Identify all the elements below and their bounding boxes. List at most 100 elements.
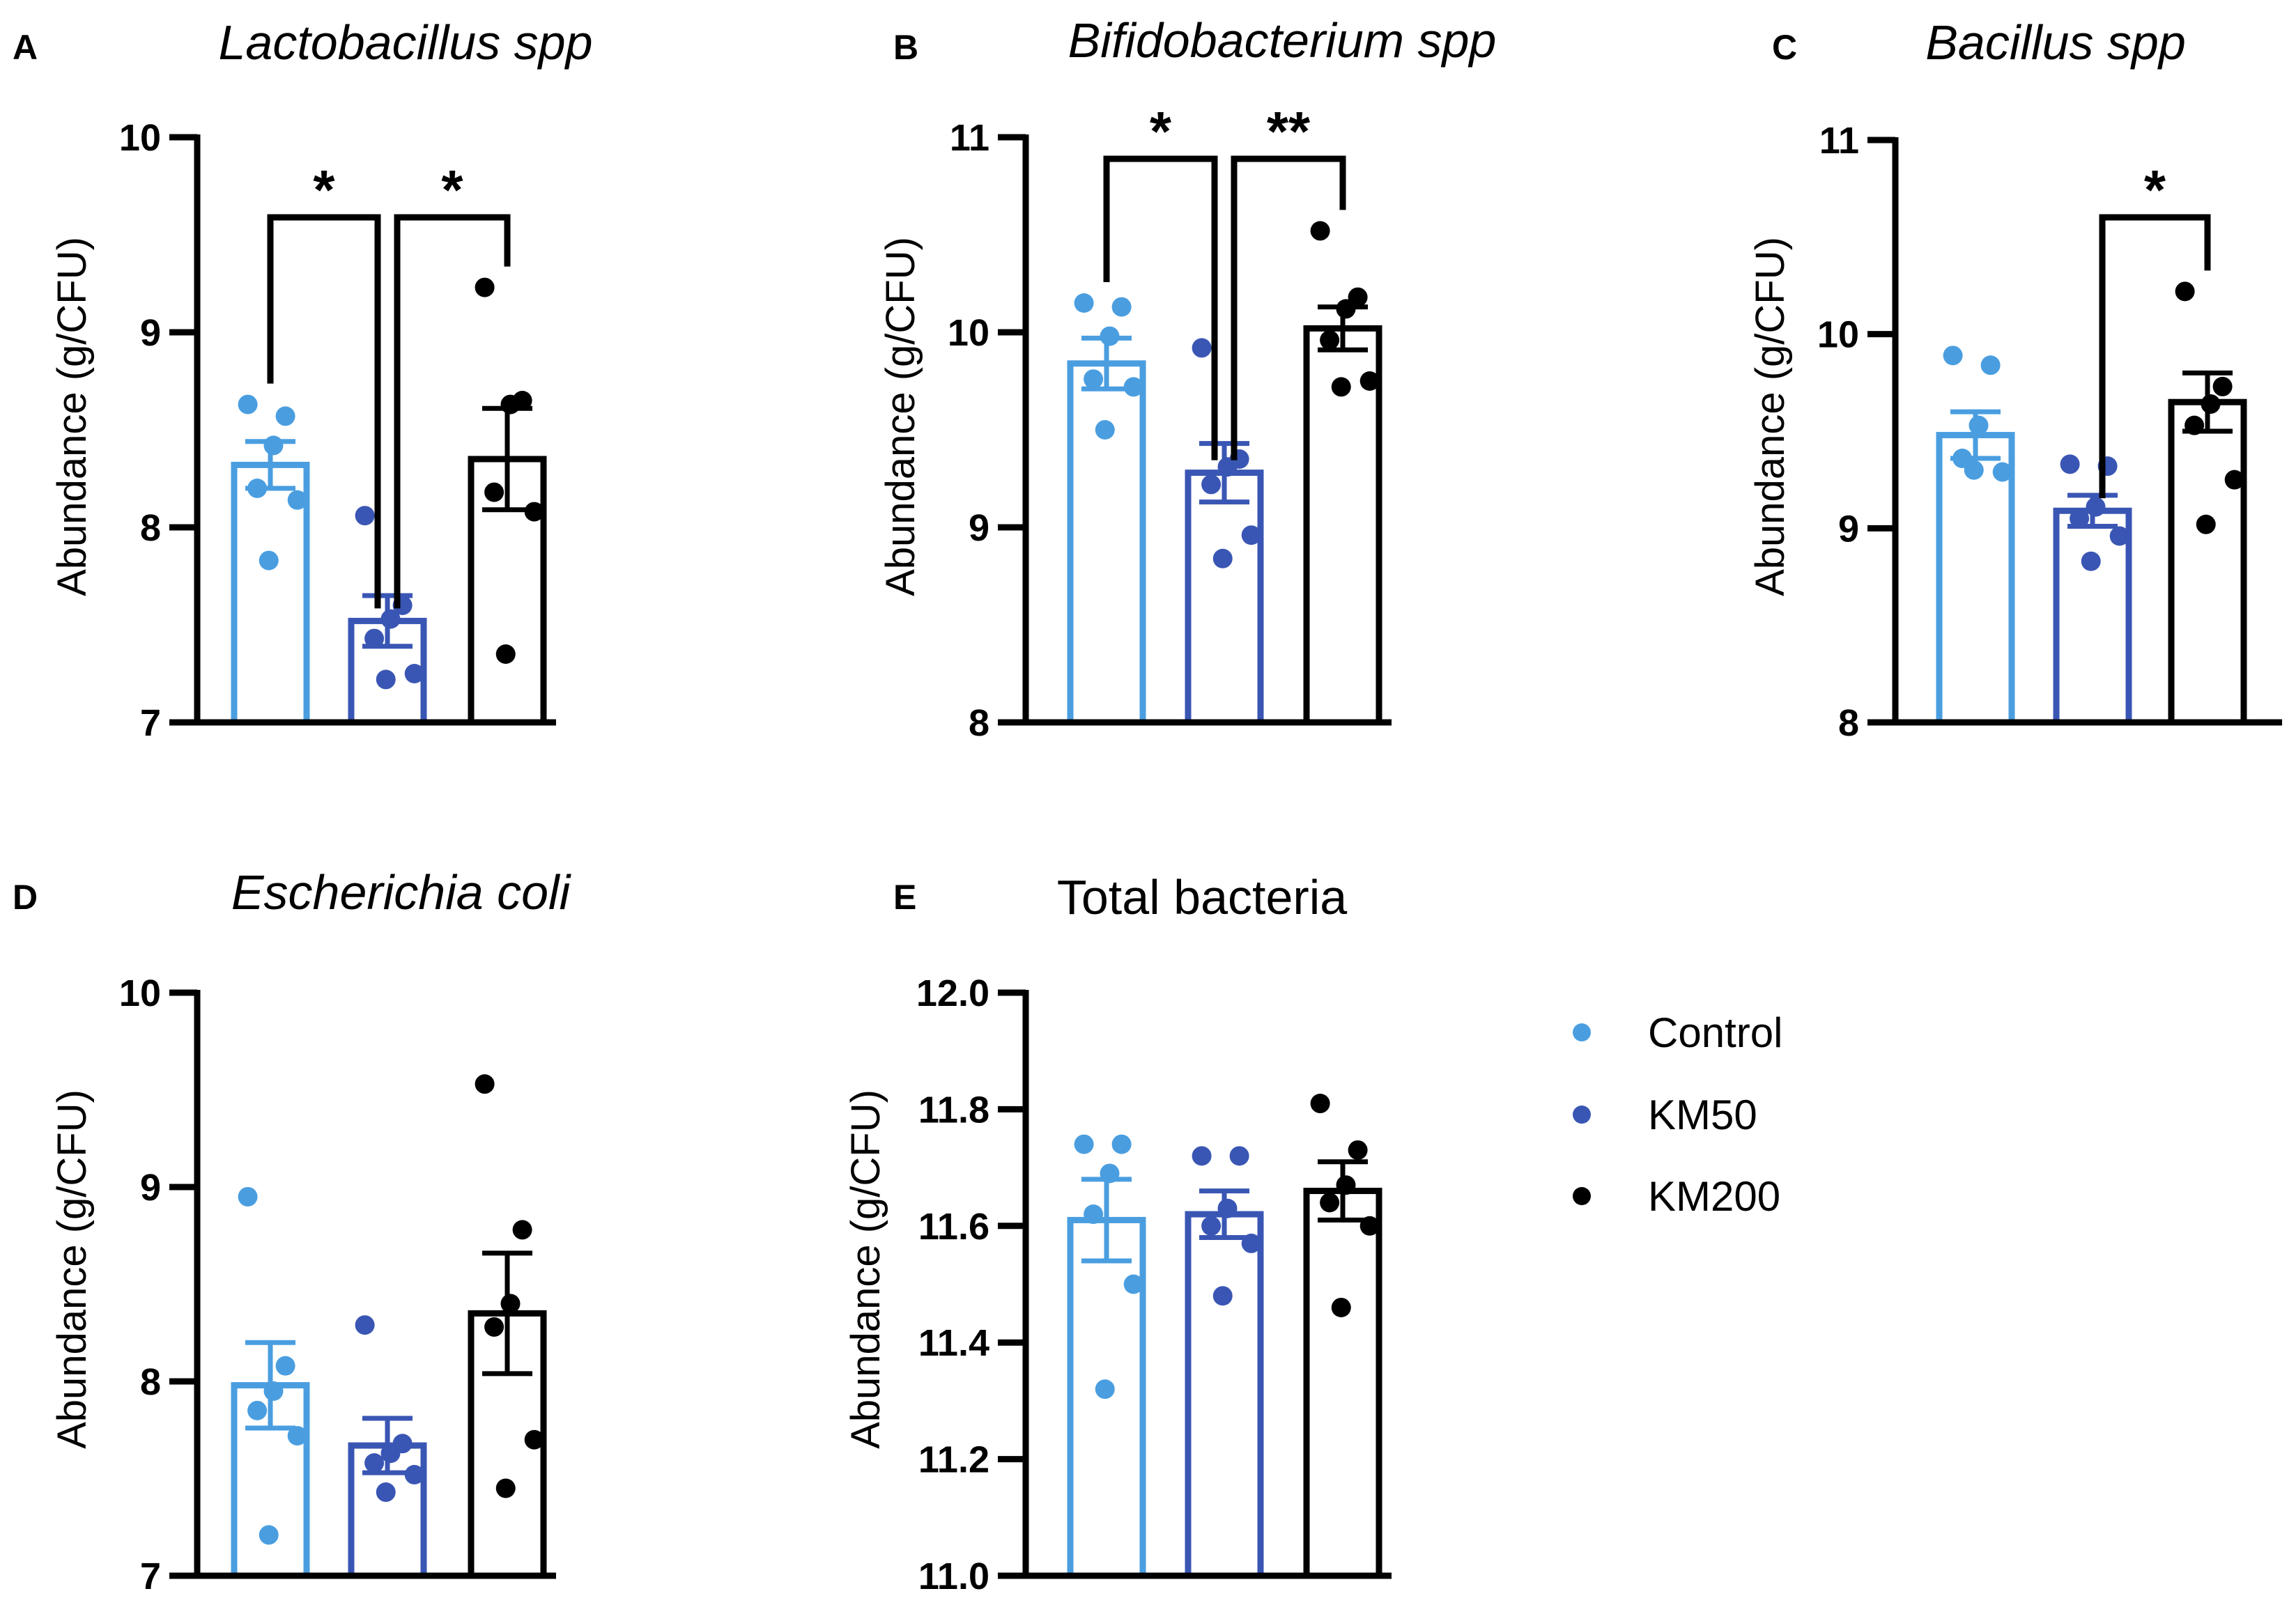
y-tick-label-b: 9 <box>969 507 989 549</box>
data-point-a-km50 <box>364 628 385 649</box>
y-tick-label-a: 10 <box>119 117 161 159</box>
data-point-d-km200 <box>500 1294 521 1314</box>
panel-b: B Bifidobacterium spp Abundance (g/CFU) <box>878 13 1496 596</box>
data-point-b-km50 <box>1217 457 1238 477</box>
panel-b-ylabel: Abundance (g/CFU) <box>878 237 923 596</box>
data-point-e-km50 <box>1241 1233 1261 1253</box>
legend-label-control: Control <box>1648 1009 1782 1056</box>
y-tick-label-d: 8 <box>140 1361 161 1403</box>
data-point-c-km50 <box>2086 497 2106 517</box>
y-tick-label-d: 9 <box>140 1167 161 1209</box>
y-tick-label-d: 10 <box>119 972 161 1014</box>
data-point-d-km50 <box>380 1443 401 1464</box>
data-point-d-control <box>247 1400 268 1420</box>
data-point-e-control <box>1084 1204 1104 1225</box>
data-point-c-km50 <box>2081 551 2101 571</box>
data-point-c-control <box>1968 415 1989 435</box>
data-point-b-control <box>1074 293 1094 313</box>
panel-e-ylabel: Abundance (g/CFU) <box>843 1090 888 1449</box>
panel-c-ylabel: Abundance (g/CFU) <box>1748 237 1793 596</box>
data-point-b-control <box>1111 297 1132 317</box>
data-point-b-km50 <box>1201 474 1222 495</box>
data-point-e-km50 <box>1192 1146 1212 1166</box>
bar-b-control <box>1067 360 1146 726</box>
data-point-b-control <box>1123 377 1143 397</box>
data-point-a-km50 <box>355 506 375 526</box>
y-tick-label-c: 8 <box>1838 702 1859 744</box>
significance-label-c: * <box>2144 159 2166 221</box>
data-point-e-control <box>1095 1379 1115 1399</box>
data-point-b-km200 <box>1310 221 1330 241</box>
significance-label-b: * <box>1150 100 1172 162</box>
data-point-a-km50 <box>404 664 424 683</box>
data-point-e-km200 <box>1310 1094 1330 1114</box>
panel-d-ylabel: Abundance (g/CFU) <box>49 1090 95 1449</box>
data-point-e-km50 <box>1212 1286 1233 1306</box>
data-point-d-control <box>238 1186 258 1207</box>
data-point-c-km200 <box>2196 514 2216 534</box>
panel-c-letter: C <box>1772 28 1797 67</box>
data-point-d-control <box>263 1381 284 1401</box>
y-tick-label-b: 11 <box>950 117 989 159</box>
significance-bracket-a <box>267 214 381 609</box>
data-point-e-control <box>1111 1134 1132 1154</box>
data-point-c-km200 <box>2224 470 2244 490</box>
significance-label-a: * <box>313 159 335 221</box>
panel-a-title: Lactobacillus spp <box>219 15 593 70</box>
significance-bracket-b <box>1103 155 1218 460</box>
data-point-e-km200 <box>1348 1140 1368 1160</box>
data-point-a-control <box>247 479 268 498</box>
significance-bracket-a <box>394 214 511 609</box>
data-point-b-km200 <box>1348 287 1368 307</box>
y-tick-label-a: 7 <box>140 702 161 744</box>
data-point-a-control <box>238 394 258 414</box>
data-point-e-km200 <box>1320 1193 1340 1213</box>
panel-c: C Bacillus spp Abundance (g/CFU) <box>1748 15 2186 596</box>
plot-c: 8 9 10 11 * <box>1817 120 2282 744</box>
data-point-d-km200 <box>475 1074 495 1094</box>
data-point-d-km50 <box>364 1453 385 1473</box>
bar-b-km50 <box>1185 470 1264 726</box>
plot-a: 7 8 9 10 * * <box>119 117 556 744</box>
data-point-e-control <box>1123 1274 1143 1294</box>
panel-c-title: Bacillus spp <box>1925 15 2186 70</box>
plot-d: 7 8 9 10 <box>119 972 556 1597</box>
panel-e-letter: E <box>893 878 916 917</box>
data-point-b-km200 <box>1336 299 1356 319</box>
data-point-b-km200 <box>1331 377 1351 397</box>
legend: Control KM50 KM200 <box>1573 1009 1782 1220</box>
data-point-a-km50 <box>380 609 401 629</box>
data-point-a-control <box>287 490 307 510</box>
legend-marker-km200 <box>1573 1187 1591 1205</box>
data-point-d-control <box>275 1356 295 1376</box>
data-point-a-km200 <box>484 482 504 502</box>
panel-e-title: Total bacteria <box>1057 870 1347 924</box>
y-tick-label-b: 10 <box>948 312 989 354</box>
data-point-d-km50 <box>376 1482 396 1503</box>
data-point-c-control <box>1964 460 1984 480</box>
bar-e-km50 <box>1185 1211 1264 1579</box>
data-point-d-km50 <box>355 1315 375 1335</box>
legend-label-km50: KM50 <box>1648 1092 1757 1138</box>
data-point-b-control <box>1095 420 1115 440</box>
panel-d-title: Escherichia coli <box>231 865 572 920</box>
data-point-b-km200 <box>1320 330 1340 350</box>
data-point-e-km50 <box>1229 1146 1249 1166</box>
panel-a-letter: A <box>13 28 38 67</box>
data-point-c-control <box>1980 355 2001 375</box>
y-tick-label-a: 9 <box>140 312 161 354</box>
data-point-a-km200 <box>524 502 544 522</box>
data-point-b-control <box>1100 326 1120 346</box>
panel-b-title: Bifidobacterium spp <box>1068 13 1497 68</box>
data-point-a-km200 <box>500 394 521 414</box>
data-point-d-km200 <box>512 1220 532 1240</box>
data-point-d-km200 <box>484 1317 504 1337</box>
data-point-a-km200 <box>475 277 495 297</box>
bar-c-km200 <box>2168 398 2247 726</box>
data-point-b-km200 <box>1359 371 1380 391</box>
panel-a: A Lactobacillus spp Abundance (g/CFU) <box>13 15 593 596</box>
data-point-b-km50 <box>1212 548 1233 568</box>
data-point-e-control <box>1100 1163 1120 1184</box>
